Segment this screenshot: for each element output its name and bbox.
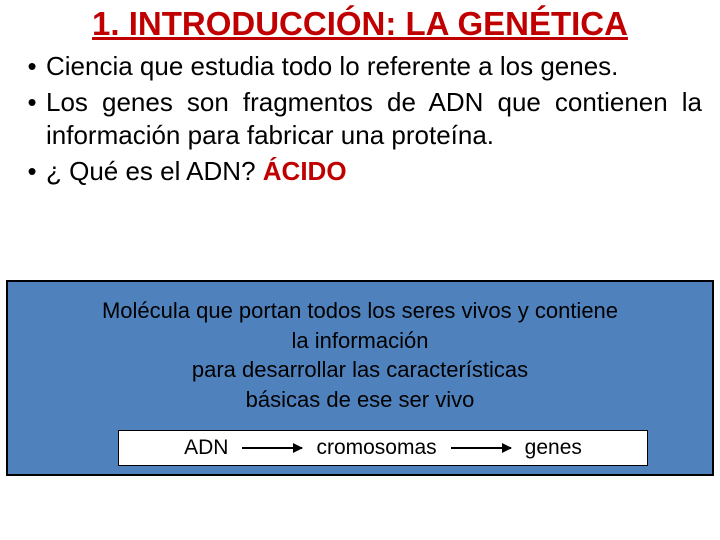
arrow-icon (451, 447, 511, 449)
bullet-item: • ¿ Qué es el ADN? ÁCIDO (18, 155, 702, 189)
flow-item-adn: ADN (184, 436, 228, 460)
bullet-dot: • (18, 50, 46, 84)
definition-line: la información (32, 326, 688, 356)
slide: 1. INTRODUCCIÓN: LA GENÉTICA • Ciencia q… (0, 0, 720, 540)
bullet-dot: • (18, 155, 46, 189)
flow-box: ADN cromosomas genes (118, 430, 648, 466)
bullet-item: • Los genes son fragmentos de ADN que co… (18, 86, 702, 153)
flow-item-genes: genes (525, 436, 582, 460)
acid-word: ÁCIDO (263, 156, 347, 186)
bullet-question: ¿ Qué es el ADN? ÁCIDO (46, 155, 702, 188)
flow-item-cromosomas: cromosomas (316, 436, 436, 460)
definition-line: Molécula que portan todos los seres vivo… (32, 296, 688, 326)
bullet-text: Los genes son fragmentos de ADN que cont… (46, 86, 702, 153)
bullet-dot: • (18, 86, 46, 120)
bullet-list: • Ciencia que estudia todo lo referente … (0, 42, 720, 188)
bullet-text: Ciencia que estudia todo lo referente a … (46, 50, 702, 83)
definition-line: para desarrollar las características (32, 355, 688, 385)
arrow-icon (242, 447, 302, 449)
question-prefix: ¿ Qué es el ADN? (46, 156, 263, 186)
slide-title: 1. INTRODUCCIÓN: LA GENÉTICA (0, 0, 720, 42)
definition-line: básicas de ese ser vivo (32, 385, 688, 415)
bullet-item: • Ciencia que estudia todo lo referente … (18, 50, 702, 84)
